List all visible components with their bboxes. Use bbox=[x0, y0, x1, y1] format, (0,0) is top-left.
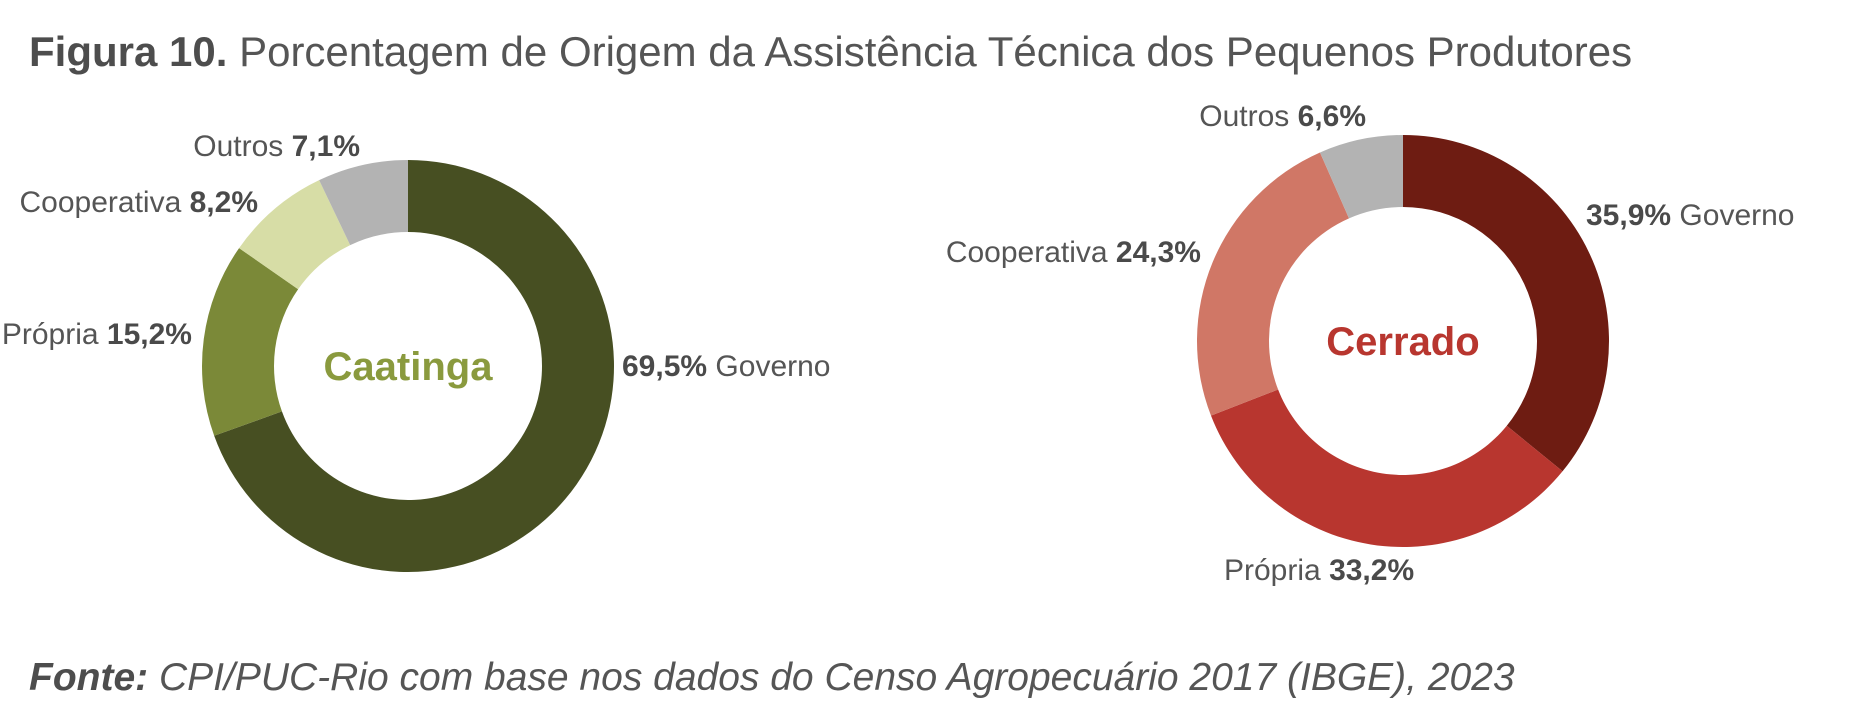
slice-value: 8,2% bbox=[190, 186, 258, 219]
slice-category: Outros bbox=[193, 130, 283, 163]
slice-label-própria: Própria 15,2% bbox=[2, 318, 192, 351]
slice-category: Governo bbox=[715, 350, 830, 383]
slice-value: 35,9% bbox=[1586, 199, 1671, 232]
slice-category: Governo bbox=[1679, 199, 1794, 232]
donut-cerrado: Cerrado 35,9% Governo Própria 33,2% Coopera… bbox=[946, 100, 1795, 587]
slice-label-outros: Outros 7,1% bbox=[193, 130, 360, 163]
slice-category: Própria bbox=[2, 318, 99, 351]
slice-value: 15,2% bbox=[107, 318, 192, 351]
donut-center-label: Cerrado bbox=[1326, 320, 1479, 364]
slice-value: 24,3% bbox=[1116, 236, 1201, 269]
slice-category: Cooperativa bbox=[946, 236, 1108, 269]
slice-própria bbox=[1210, 389, 1563, 547]
figure-label: Figura 10. bbox=[29, 28, 228, 75]
slice-cooperativa bbox=[1197, 152, 1350, 416]
slice-value: 7,1% bbox=[292, 130, 360, 163]
slice-label-cooperativa: Cooperativa 8,2% bbox=[20, 186, 259, 219]
slice-label-governo: 69,5% Governo bbox=[622, 350, 831, 383]
source-label: Fonte: bbox=[29, 656, 149, 699]
donut-center-label: Caatinga bbox=[324, 345, 494, 389]
slice-category: Outros bbox=[1199, 100, 1289, 133]
slice-outros bbox=[319, 160, 408, 246]
slice-category: Própria bbox=[1224, 554, 1321, 587]
slice-label-outros: Outros 6,6% bbox=[1199, 100, 1366, 133]
slice-category: Cooperativa bbox=[20, 186, 182, 219]
slice-governo bbox=[1403, 135, 1609, 472]
source-note: Fonte: CPI/PUC-Rio com base nos dados do… bbox=[29, 650, 1515, 706]
source-text: CPI/PUC-Rio com base nos dados do Censo … bbox=[158, 656, 1515, 699]
slice-value: 6,6% bbox=[1298, 100, 1366, 133]
slice-label-governo: 35,9% Governo bbox=[1586, 199, 1795, 232]
slice-value: 33,2% bbox=[1329, 554, 1414, 587]
figure-title: Figura 10. Porcentagem de Origem da Assi… bbox=[29, 22, 1632, 82]
slice-governo bbox=[214, 160, 614, 572]
slice-cooperativa bbox=[239, 180, 351, 290]
figure-title-text: Porcentagem de Origem da Assistência Téc… bbox=[239, 28, 1633, 75]
slice-outros bbox=[1320, 135, 1403, 219]
slice-value: 69,5% bbox=[622, 350, 707, 383]
slice-própria bbox=[202, 248, 299, 436]
slice-label-cooperativa: Cooperativa 24,3% bbox=[946, 236, 1201, 269]
slice-label-própria: Própria 33,2% bbox=[1224, 554, 1414, 587]
donut-caatinga: Caatinga 69,5% Governo Própria 15,2% Cooper… bbox=[2, 130, 831, 572]
